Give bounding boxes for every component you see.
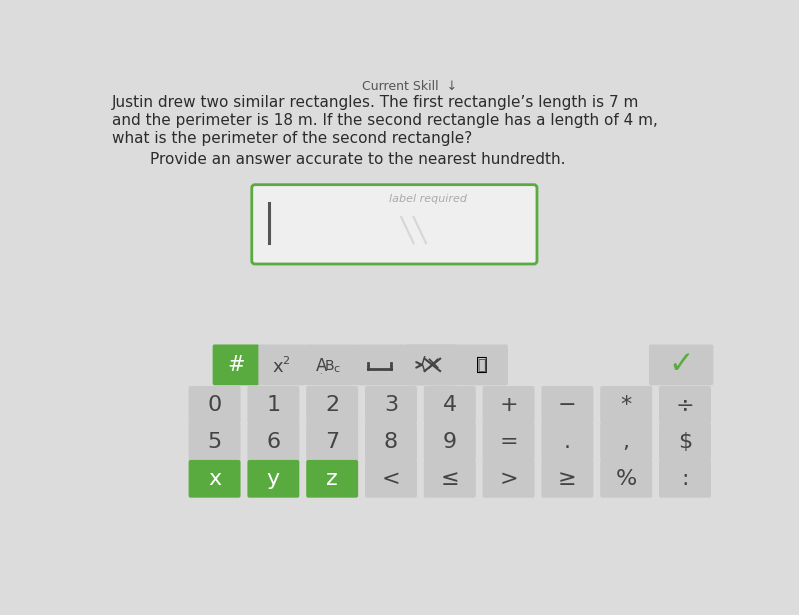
- FancyBboxPatch shape: [248, 386, 300, 424]
- FancyBboxPatch shape: [306, 423, 358, 461]
- FancyBboxPatch shape: [542, 423, 594, 461]
- Text: B: B: [324, 359, 334, 373]
- Text: z: z: [326, 469, 338, 489]
- Text: ÷: ÷: [676, 395, 694, 415]
- Text: <: <: [382, 469, 400, 489]
- FancyBboxPatch shape: [354, 344, 406, 385]
- Text: x: x: [208, 469, 221, 489]
- Text: ,: ,: [622, 432, 630, 452]
- FancyBboxPatch shape: [252, 184, 537, 264]
- FancyBboxPatch shape: [405, 344, 457, 385]
- FancyBboxPatch shape: [483, 423, 535, 461]
- FancyBboxPatch shape: [405, 344, 457, 385]
- Text: y: y: [267, 469, 280, 489]
- Text: 6: 6: [266, 432, 280, 452]
- FancyBboxPatch shape: [306, 386, 358, 424]
- Text: Justin drew two similar rectangles. The first rectangle’s length is 7 m: Justin drew two similar rectangles. The …: [112, 95, 639, 110]
- FancyBboxPatch shape: [483, 386, 535, 424]
- Text: ✓: ✓: [669, 351, 694, 379]
- FancyBboxPatch shape: [649, 344, 714, 385]
- FancyBboxPatch shape: [659, 386, 711, 424]
- Text: 0: 0: [208, 395, 221, 415]
- Text: 🗑: 🗑: [476, 355, 488, 375]
- Text: A: A: [316, 357, 328, 375]
- FancyBboxPatch shape: [365, 386, 417, 424]
- Text: −: −: [558, 395, 577, 415]
- FancyBboxPatch shape: [258, 344, 305, 385]
- FancyBboxPatch shape: [600, 386, 652, 424]
- Text: 8: 8: [384, 432, 398, 452]
- FancyBboxPatch shape: [189, 386, 240, 424]
- Text: 5: 5: [208, 432, 221, 452]
- FancyBboxPatch shape: [659, 423, 711, 461]
- FancyBboxPatch shape: [248, 423, 300, 461]
- Text: %: %: [615, 469, 637, 489]
- FancyBboxPatch shape: [423, 423, 475, 461]
- FancyBboxPatch shape: [600, 460, 652, 498]
- FancyBboxPatch shape: [423, 386, 475, 424]
- Text: >: >: [499, 469, 518, 489]
- FancyBboxPatch shape: [659, 460, 711, 498]
- FancyBboxPatch shape: [423, 460, 475, 498]
- Text: x: x: [272, 358, 283, 376]
- FancyBboxPatch shape: [306, 460, 358, 498]
- Text: ⟨✕: ⟨✕: [419, 356, 442, 374]
- Text: #: #: [227, 355, 244, 375]
- Text: .: .: [564, 432, 571, 452]
- Text: c: c: [333, 363, 340, 374]
- Text: Provide an answer accurate to the nearest hundredth.: Provide an answer accurate to the neares…: [150, 153, 566, 167]
- FancyBboxPatch shape: [542, 460, 594, 498]
- Text: 2: 2: [325, 395, 340, 415]
- Text: Current Skill  ↓: Current Skill ↓: [361, 80, 457, 93]
- Text: =: =: [499, 432, 518, 452]
- Text: what is the perimeter of the second rectangle?: what is the perimeter of the second rect…: [112, 131, 471, 146]
- Text: 7: 7: [325, 432, 340, 452]
- Text: .: .: [319, 367, 321, 376]
- FancyBboxPatch shape: [213, 344, 259, 385]
- FancyBboxPatch shape: [365, 423, 417, 461]
- Text: :: :: [682, 469, 689, 489]
- FancyBboxPatch shape: [189, 460, 240, 498]
- Text: ≥: ≥: [558, 469, 577, 489]
- FancyBboxPatch shape: [189, 423, 240, 461]
- Text: 2: 2: [282, 356, 289, 366]
- Text: $: $: [678, 432, 692, 452]
- FancyBboxPatch shape: [542, 386, 594, 424]
- Text: +: +: [499, 395, 518, 415]
- Text: 3: 3: [384, 395, 398, 415]
- Text: ⬜: ⬜: [478, 358, 486, 372]
- FancyBboxPatch shape: [600, 423, 652, 461]
- FancyBboxPatch shape: [248, 460, 300, 498]
- FancyBboxPatch shape: [483, 460, 535, 498]
- FancyBboxPatch shape: [456, 344, 508, 385]
- Text: and the perimeter is 18 m. If the second rectangle has a length of 4 m,: and the perimeter is 18 m. If the second…: [112, 113, 658, 128]
- Text: 9: 9: [443, 432, 457, 452]
- Text: label required: label required: [389, 194, 467, 204]
- Text: ≤: ≤: [440, 469, 459, 489]
- FancyBboxPatch shape: [304, 344, 355, 385]
- Text: 1: 1: [266, 395, 280, 415]
- FancyBboxPatch shape: [365, 460, 417, 498]
- Text: *: *: [621, 395, 632, 415]
- Text: 4: 4: [443, 395, 457, 415]
